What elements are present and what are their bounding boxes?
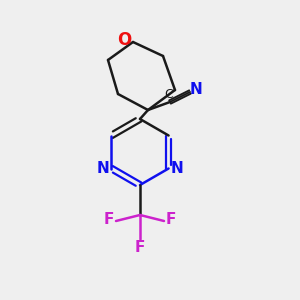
Text: O: O <box>117 31 131 49</box>
Text: N: N <box>170 161 183 176</box>
Text: F: F <box>104 212 114 227</box>
Text: N: N <box>97 161 110 176</box>
Text: F: F <box>166 212 176 227</box>
Text: C: C <box>165 88 173 101</box>
Text: F: F <box>135 239 145 254</box>
Text: N: N <box>190 82 202 98</box>
